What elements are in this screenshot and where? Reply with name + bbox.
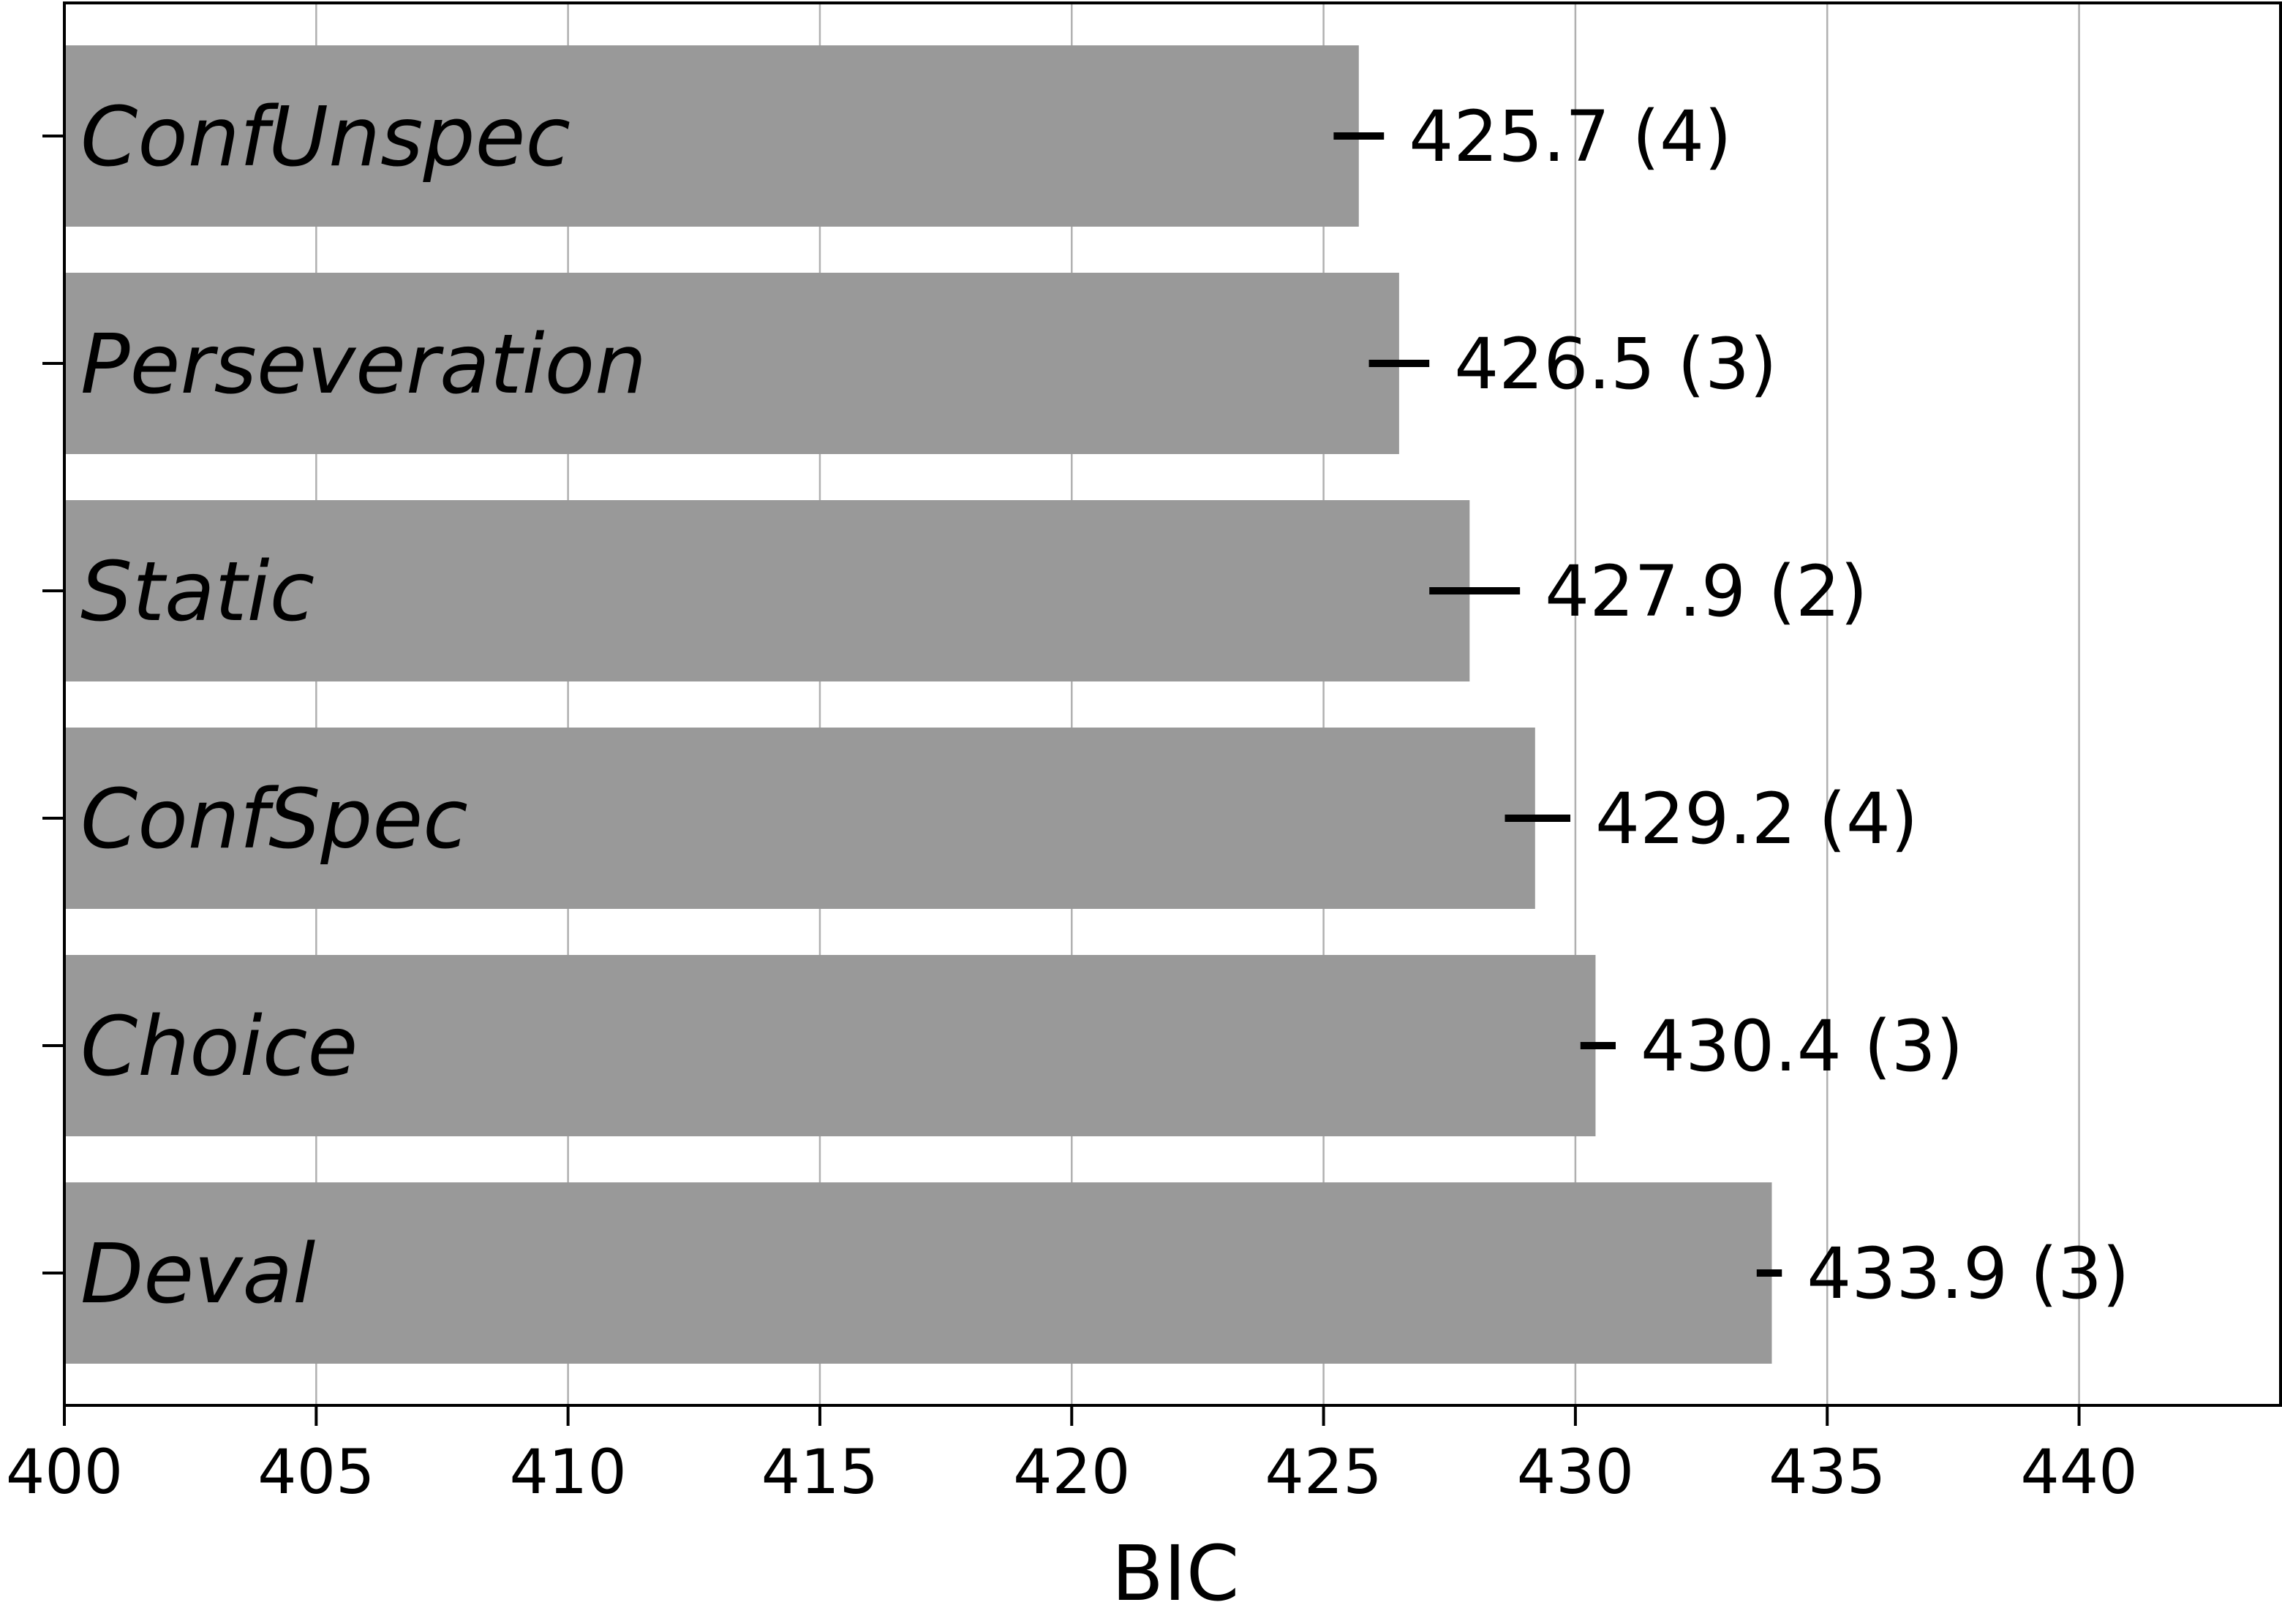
- bar-deval: [64, 1182, 1772, 1364]
- x-tick-label-400: 400: [6, 1436, 123, 1508]
- grid-lines: [63, 3, 2080, 1405]
- plot-frame: [63, 1, 2282, 1407]
- x-tick-label-430: 430: [1517, 1436, 1634, 1508]
- axes: 400 405 410 415 420 425 430 435 440: [6, 1, 2282, 1508]
- x-tick-label-440: 440: [2020, 1436, 2137, 1508]
- x-axis-title: BIC: [1112, 1529, 1240, 1618]
- value-label-deval: 433.9 (3): [1807, 1233, 2129, 1315]
- category-label-confspec: ConfSpec: [80, 772, 468, 867]
- category-label-choice: Choice: [80, 1000, 358, 1095]
- bar-choice: [64, 955, 1596, 1136]
- value-label-choice: 430.4 (3): [1641, 1005, 1963, 1087]
- x-tick-label-410: 410: [509, 1436, 626, 1508]
- bar-static: [64, 500, 1470, 681]
- bar-perseveration: [64, 273, 1399, 454]
- category-label-perseveration: Perseveration: [80, 317, 647, 412]
- category-label-confunspec: ConfUnspec: [80, 90, 570, 185]
- value-label-confspec: 429.2 (4): [1595, 778, 1918, 860]
- value-label-static: 427.9 (2): [1545, 551, 1867, 632]
- labels: ConfUnspec 425.7 (4) Perseveration 426.5 (3…: [80, 90, 2130, 1322]
- bar-confunspec: [64, 45, 1359, 227]
- category-label-static: Static: [80, 545, 315, 640]
- bars: [64, 45, 1772, 1364]
- x-tick-label-405: 405: [257, 1436, 374, 1508]
- error-bars: [1333, 132, 1782, 1277]
- x-tick-label-425: 425: [1265, 1436, 1382, 1508]
- x-tick-label-435: 435: [1769, 1436, 1886, 1508]
- x-tick-label-415: 415: [761, 1436, 878, 1508]
- x-tick-label-420: 420: [1013, 1436, 1130, 1508]
- category-label-deval: Deval: [80, 1227, 315, 1322]
- bar-confspec: [64, 728, 1535, 909]
- value-label-perseveration: 426.5 (3): [1454, 323, 1777, 405]
- value-label-confunspec: 425.7 (4): [1409, 96, 1731, 178]
